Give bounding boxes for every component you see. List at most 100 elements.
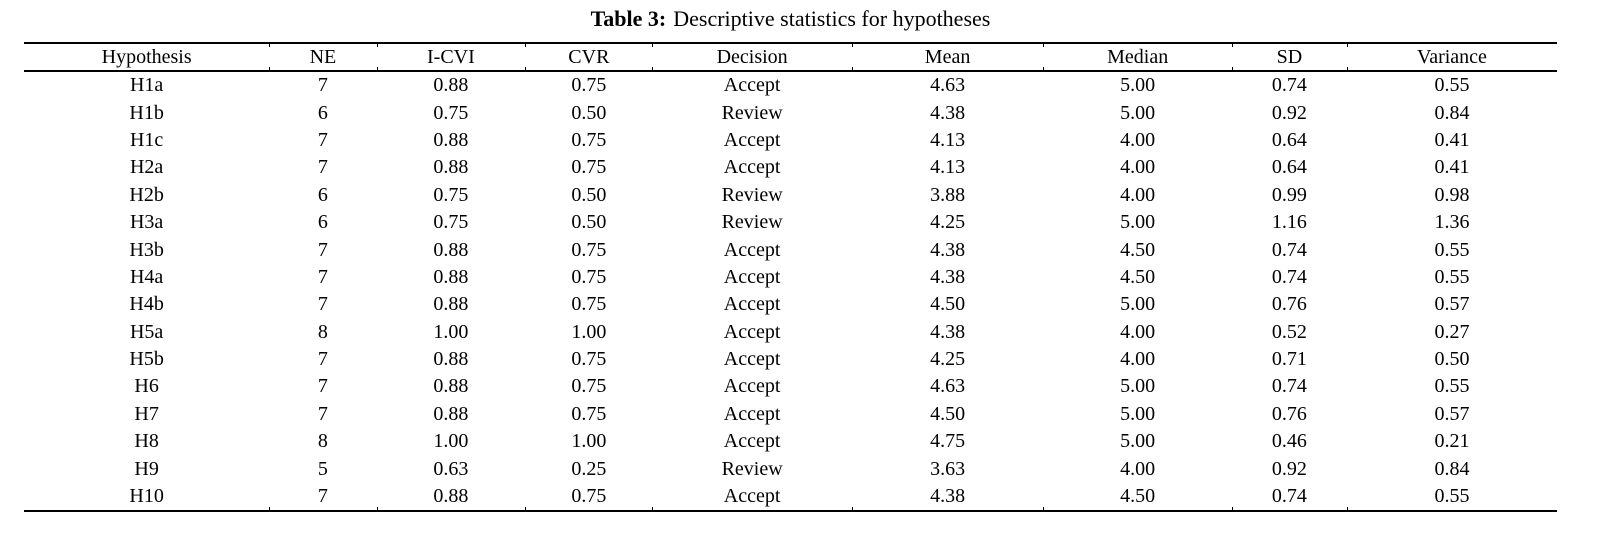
cell-icvi: 0.63	[433, 457, 469, 480]
cell-median: 4.00	[1120, 156, 1156, 179]
column-header: Variance	[1346, 42, 1557, 72]
cell-median: 5.00	[1120, 293, 1156, 316]
cell-variance: 0.57	[1434, 293, 1470, 316]
cell-decision: Review	[721, 211, 783, 234]
cell-ne: 7	[317, 402, 328, 425]
cell-variance: 0.41	[1434, 156, 1470, 179]
table-row: H3a 6 0.75 0.50 Review 4.25 5.00 1.16 1.…	[24, 209, 1557, 236]
cell-decision: Accept	[652, 482, 852, 513]
cell-ne: 7	[317, 375, 328, 398]
cell-cvr: 0.75	[571, 402, 607, 425]
cell-decision: Accept	[723, 402, 781, 425]
cell-sd: 0.99	[1271, 183, 1307, 206]
cell-mean: 4.13	[930, 128, 966, 151]
cell-icvi: 0.88	[433, 375, 469, 398]
cell-sd: 0.64	[1271, 128, 1307, 151]
cell-cvr: 0.25	[571, 457, 607, 480]
cell-hypothesis: H2a	[129, 156, 164, 179]
cell-decision: Accept	[723, 348, 781, 371]
cell-hypothesis: H5a	[129, 320, 164, 343]
cell-variance: 0.55	[1346, 482, 1557, 513]
cell-hypothesis: H8	[134, 430, 159, 453]
cell-decision: Accept	[723, 293, 781, 316]
table-row: H4b 7 0.88 0.75 Accept 4.50 5.00 0.76 0.…	[24, 291, 1557, 318]
cell-cvr: 0.75	[525, 482, 653, 513]
column-header: CVR	[525, 42, 653, 72]
cell-variance: 0.98	[1434, 183, 1470, 206]
table-row: H6 7 0.88 0.75 Accept 4.63 5.00 0.74 0.5…	[24, 373, 1557, 400]
cell-mean: 4.13	[930, 156, 966, 179]
cell-mean: 4.38	[930, 265, 966, 288]
cell-icvi: 0.88	[433, 156, 469, 179]
table-row: H5a 8 1.00 1.00 Accept 4.38 4.00 0.52 0.…	[24, 319, 1557, 346]
cell-variance: 0.57	[1434, 402, 1470, 425]
cell-hypothesis: H9	[134, 457, 159, 480]
column-header: Hypothesis	[24, 42, 270, 72]
cell-icvi: 1.00	[433, 430, 469, 453]
cell-variance: 0.84	[1434, 101, 1470, 124]
table-row: H1a 7 0.88 0.75 Accept 4.63 5.00 0.74 0.…	[24, 71, 1557, 99]
cell-mean: 4.38	[930, 101, 966, 124]
cell-decision: Review	[721, 101, 783, 124]
cell-icvi: 1.00	[433, 320, 469, 343]
cell-mean: 3.88	[930, 183, 966, 206]
cell-icvi: 0.75	[433, 101, 469, 124]
cell-decision: Accept	[723, 265, 781, 288]
cell-hypothesis: H2b	[129, 183, 164, 206]
cell-cvr: 0.50	[571, 211, 607, 234]
cell-icvi: 0.88	[433, 128, 469, 151]
cell-icvi: 0.88	[433, 348, 469, 371]
table-row: H7 7 0.88 0.75 Accept 4.50 5.00 0.76 0.5…	[24, 401, 1557, 428]
cell-variance: 0.55	[1434, 265, 1470, 288]
column-header: Decision	[652, 42, 852, 72]
cell-decision: Accept	[723, 320, 781, 343]
table-row: H10 7 0.88 0.75 Accept 4.38 4.50 0.74 0.…	[24, 482, 1557, 513]
cell-sd: 0.64	[1271, 156, 1307, 179]
cell-median: 5.00	[1120, 74, 1156, 97]
cell-cvr: 0.50	[571, 101, 607, 124]
cell-variance: 0.50	[1434, 348, 1470, 371]
cell-sd: 0.74	[1271, 265, 1307, 288]
cell-cvr: 0.75	[571, 128, 607, 151]
cell-icvi: 0.88	[433, 293, 469, 316]
cell-ne: 7	[317, 265, 328, 288]
cell-variance: 0.55	[1434, 375, 1470, 398]
cell-sd: 1.16	[1271, 211, 1307, 234]
cell-ne: 8	[317, 320, 328, 343]
cell-icvi: 0.75	[433, 183, 469, 206]
cell-variance: 0.55	[1434, 238, 1470, 261]
cell-ne: 7	[317, 128, 328, 151]
cell-mean: 4.38	[851, 482, 1044, 513]
table-header: Hypothesis NE I-CVI CVR Decision Mean Me…	[24, 42, 1557, 72]
cell-cvr: 0.75	[571, 293, 607, 316]
cell-ne: 7	[317, 74, 328, 97]
cell-ne: 7	[317, 293, 328, 316]
cell-sd: 0.76	[1271, 293, 1307, 316]
cell-mean: 4.38	[930, 238, 966, 261]
cell-cvr: 0.75	[571, 265, 607, 288]
cell-median: 4.00	[1120, 320, 1156, 343]
table-row: H1c 7 0.88 0.75 Accept 4.13 4.00 0.64 0.…	[24, 127, 1557, 154]
cell-median: 5.00	[1120, 402, 1156, 425]
cell-hypothesis: H1c	[129, 128, 164, 151]
cell-ne: 7	[317, 348, 328, 371]
cell-hypothesis: H3b	[129, 238, 164, 261]
cell-variance: 1.36	[1434, 211, 1470, 234]
cell-decision: Review	[721, 183, 783, 206]
cell-hypothesis: H4a	[129, 265, 164, 288]
cell-decision: Accept	[723, 74, 781, 97]
column-header: I-CVI	[376, 42, 526, 72]
table-caption: Table 3: Descriptive statistics for hypot…	[24, 4, 1557, 34]
table-row: H2b 6 0.75 0.50 Review 3.88 4.00 0.99 0.…	[24, 182, 1557, 209]
cell-cvr: 0.75	[571, 238, 607, 261]
cell-ne: 6	[317, 211, 328, 234]
cell-mean: 4.38	[930, 320, 966, 343]
cell-median: 5.00	[1120, 101, 1156, 124]
cell-mean: 4.50	[930, 402, 966, 425]
cell-median: 5.00	[1120, 375, 1156, 398]
cell-mean: 3.63	[930, 457, 966, 480]
cell-cvr: 0.75	[571, 74, 607, 97]
cell-sd: 0.76	[1271, 402, 1307, 425]
cell-icvi: 0.88	[376, 482, 526, 513]
